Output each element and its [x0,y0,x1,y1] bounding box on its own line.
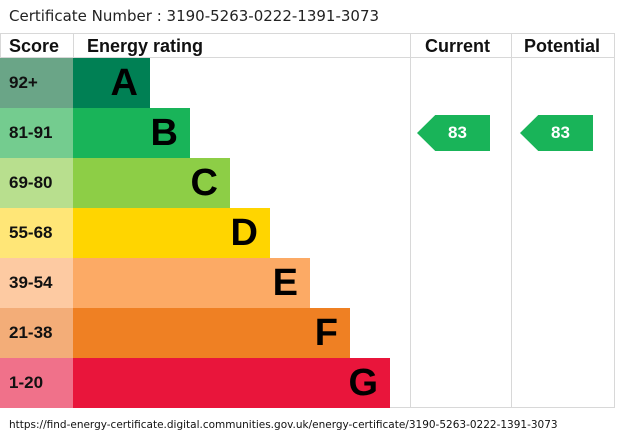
certificate-url: https://find-energy-certificate.digital.… [9,419,558,431]
header-divider [0,57,615,58]
score-range-d: 55-68 [0,208,73,258]
rating-bar-c: C [73,158,230,208]
column-divider [410,33,411,408]
rating-bar-d: D [73,208,270,258]
score-range-f: 21-38 [0,308,73,358]
score-range-e: 39-54 [0,258,73,308]
score-range-a: 92+ [0,58,73,108]
header-energy-rating: Energy rating [87,36,204,56]
column-divider [511,33,512,408]
rating-bar-f: F [73,308,350,358]
rating-bar-e: E [73,258,310,308]
certificate-number: Certificate Number : 3190-5263-0222-1391… [9,7,380,25]
header-potential: Potential [524,36,601,56]
rating-bar-b: B [73,108,190,158]
score-range-c: 69-80 [0,158,73,208]
score-range-g: 1-20 [0,358,73,408]
potential-rating-arrow: 83 [520,115,593,151]
score-range-b: 81-91 [0,108,73,158]
rating-bar-g: G [73,358,390,408]
header-score: Score [9,36,60,56]
header-current: Current [425,36,491,56]
rating-bar-a: A [73,58,150,108]
column-divider [73,33,74,58]
